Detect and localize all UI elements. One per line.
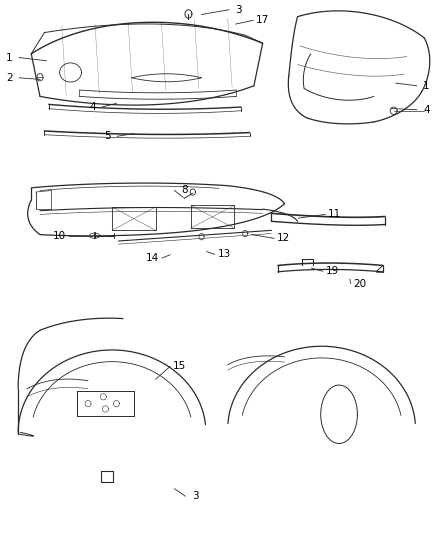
Text: 13: 13 (218, 249, 231, 259)
Text: 14: 14 (146, 253, 159, 263)
Text: 10: 10 (53, 231, 66, 241)
Text: 3: 3 (192, 491, 198, 501)
Text: 3: 3 (235, 5, 242, 15)
Text: 15: 15 (173, 361, 186, 372)
Text: 20: 20 (353, 279, 367, 288)
Text: 17: 17 (256, 15, 269, 26)
Text: 8: 8 (181, 185, 187, 196)
Text: 5: 5 (104, 131, 111, 141)
Text: 4: 4 (89, 102, 95, 112)
Text: 4: 4 (423, 104, 430, 115)
Text: 11: 11 (328, 209, 341, 220)
Text: 12: 12 (277, 233, 290, 244)
Text: 1: 1 (423, 81, 430, 91)
Text: 2: 2 (6, 73, 13, 83)
Text: 19: 19 (326, 266, 339, 276)
Text: 1: 1 (6, 53, 13, 62)
